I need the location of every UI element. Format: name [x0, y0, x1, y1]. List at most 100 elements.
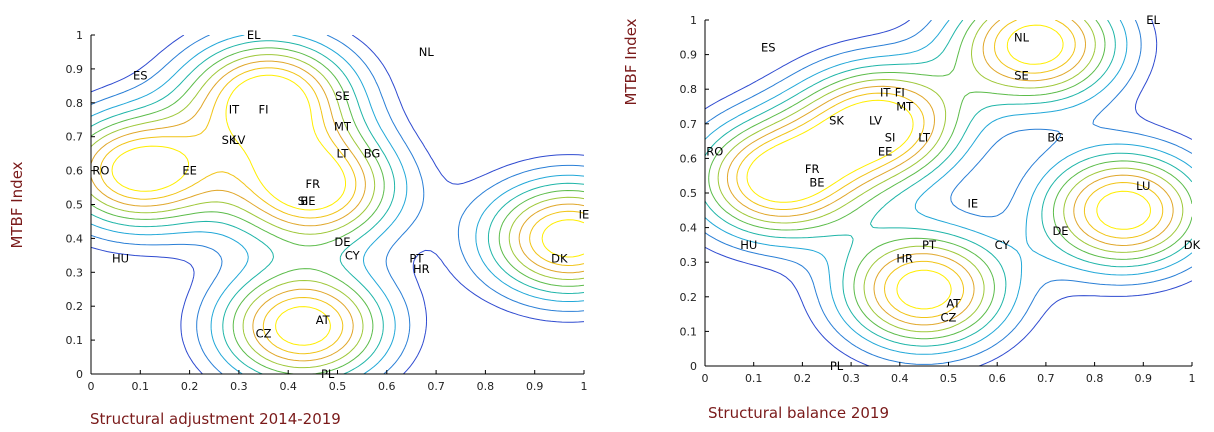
country-label-pt: PT	[409, 252, 424, 266]
contour-level-5	[91, 47, 584, 374]
country-label-ro: RO	[706, 144, 723, 158]
axes: 0 0.1 0.2 0.3 0.4 0.5 0.6 0.7 0.8 0.9 1 0 0.1 0.2 0.3 0…	[66, 29, 588, 393]
country-label-at: AT	[316, 313, 331, 327]
x-tick-label: 0.7	[1037, 372, 1055, 385]
contour-level-4	[91, 40, 584, 374]
y-tick-label: 0.8	[66, 97, 84, 110]
contour-level-6	[91, 54, 584, 369]
country-label-hr: HR	[413, 262, 430, 276]
contour-panel-structural-balance: 0 0.1 0.2 0.3 0.4 0.5 0.6 0.7 0.8 0.9 1 0 0.1 0.2 0.3 0…	[622, 13, 1201, 422]
x-tick-label: 0.5	[329, 380, 347, 393]
contour-level-1	[91, 35, 584, 374]
country-label-se: SE	[335, 89, 350, 103]
contour-level-6	[717, 20, 1184, 333]
x-tick-label: 0.2	[794, 372, 812, 385]
y-tick-label: 0.1	[680, 325, 698, 338]
y-tick-label: 0.2	[66, 300, 84, 313]
axes: 0 0.1 0.2 0.3 0.4 0.5 0.6 0.7 0.8 0.9 1 0 0.1 0.2 0.3 0…	[680, 14, 1196, 385]
country-label-ie: IE	[579, 208, 590, 222]
country-label-dk: DK	[1184, 238, 1201, 252]
y-tick-label: 0.7	[66, 131, 84, 144]
contour-level-7	[726, 20, 1174, 326]
contour-level-9	[746, 24, 1151, 310]
contour-level-5	[708, 20, 1192, 340]
country-label-sk: SK	[222, 133, 237, 147]
contour-level-3	[705, 20, 1192, 355]
y-tick-label: 0.5	[680, 187, 698, 200]
country-label-es: ES	[133, 69, 148, 83]
x-tick-label: 0.9	[1135, 372, 1153, 385]
country-label-se: SE	[1014, 68, 1029, 82]
y-axis-title: MTBF Index	[8, 161, 26, 248]
y-tick-label: 0.1	[66, 334, 84, 347]
x-tick-label: 0	[702, 372, 709, 385]
x-tick-label: 0.2	[181, 380, 199, 393]
country-label-bg: BG	[364, 147, 381, 161]
x-tick-label: 0.6	[378, 380, 396, 393]
x-tick-label: 1	[581, 380, 588, 393]
x-tick-label: 0.1	[745, 372, 763, 385]
y-tick-label: 1	[690, 14, 697, 27]
y-tick-label: 0	[76, 368, 83, 381]
country-label-lv: LV	[869, 113, 882, 127]
y-tick-label: 0.9	[680, 49, 698, 62]
country-label-de: DE	[334, 235, 350, 249]
country-label-pt: PT	[922, 238, 937, 252]
contour-lines	[91, 35, 584, 374]
country-label-at: AT	[946, 297, 961, 311]
country-label-cz: CZ	[941, 311, 957, 325]
country-label-pl: PL	[830, 359, 844, 373]
country-label-hu: HU	[740, 238, 757, 252]
country-label-es: ES	[761, 41, 776, 55]
y-tick-label: 0.3	[680, 256, 698, 269]
y-tick-label: 0	[690, 360, 697, 373]
contour-level-2	[91, 35, 584, 374]
country-label-hu: HU	[112, 252, 129, 266]
country-label-lv: LV	[232, 133, 245, 147]
country-label-lt: LT	[337, 147, 350, 161]
y-tick-label: 0.2	[680, 291, 698, 304]
y-tick-label: 0.4	[66, 232, 84, 245]
country-label-fr: FR	[306, 177, 321, 191]
country-label-nl: NL	[1014, 30, 1030, 44]
contour-lines	[705, 20, 1192, 366]
x-tick-label: 0.3	[230, 380, 248, 393]
x-tick-label: 0.6	[988, 372, 1006, 385]
x-tick-label: 0.7	[427, 380, 445, 393]
country-label-be: BE	[809, 176, 824, 190]
contour-level-7	[91, 60, 584, 362]
country-label-mt: MT	[334, 120, 352, 134]
country-label-si: SI	[885, 131, 896, 145]
country-label-cy: CY	[345, 248, 361, 262]
y-tick-label: 0.6	[680, 152, 698, 165]
contour-level-8	[736, 20, 1164, 318]
country-label-be: BE	[300, 194, 315, 208]
country-label-fi: FI	[259, 103, 269, 117]
country-label-cy: CY	[995, 238, 1011, 252]
country-label-si: SI	[298, 194, 309, 208]
country-label-de: DE	[1052, 224, 1068, 238]
x-tick-label: 0.3	[842, 372, 860, 385]
country-label-nl: NL	[419, 45, 435, 59]
x-tick-label: 0.1	[132, 380, 150, 393]
country-label-lt: LT	[918, 131, 931, 145]
y-tick-label: 0.5	[66, 199, 84, 212]
contour-level-3	[91, 35, 584, 374]
country-label-lu: LU	[1136, 179, 1150, 193]
country-label-pl: PL	[321, 367, 335, 381]
country-label-hr: HR	[896, 252, 913, 266]
x-tick-label: 0.4	[891, 372, 909, 385]
country-label-el: EL	[1146, 13, 1160, 27]
country-label-fr: FR	[805, 162, 820, 176]
y-tick-label: 0.4	[680, 222, 698, 235]
y-tick-label: 1	[76, 29, 83, 42]
country-label-sk: SK	[829, 113, 844, 127]
contour-level-4	[705, 20, 1192, 347]
contour-level-1	[705, 20, 1192, 366]
x-axis-title: Structural adjustment 2014-2019	[90, 410, 341, 428]
x-tick-label: 0.8	[1086, 372, 1104, 385]
y-tick-label: 0.3	[66, 266, 84, 279]
